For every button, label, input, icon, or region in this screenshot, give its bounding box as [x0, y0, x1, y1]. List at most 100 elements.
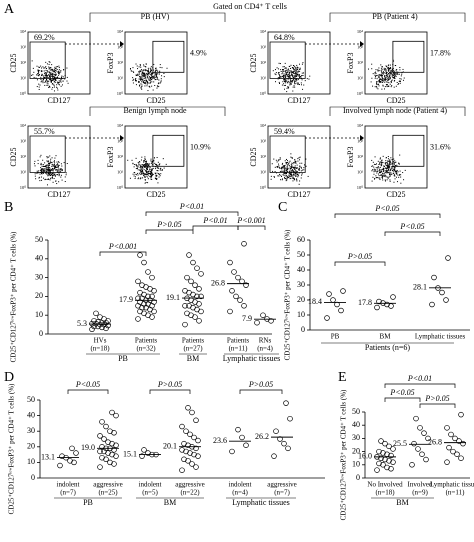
flow-event	[48, 175, 50, 177]
data-point	[145, 450, 151, 456]
flow-event	[385, 171, 387, 173]
p-value: P<0.05	[374, 204, 399, 213]
flow-event	[147, 165, 149, 167]
flow-event	[372, 169, 374, 171]
flow-event	[46, 74, 48, 76]
flow-event	[149, 80, 151, 82]
flow-event	[296, 74, 298, 76]
flow-event	[50, 162, 52, 164]
flow-event	[52, 170, 54, 172]
flow-event	[393, 169, 395, 171]
flow-event	[388, 74, 390, 76]
group-bracket	[89, 12, 226, 22]
flow-event	[389, 169, 391, 171]
flow-tick-label: 10²	[357, 154, 364, 159]
flow-event	[52, 72, 54, 74]
flow-event	[56, 161, 58, 163]
flow-event	[287, 163, 289, 165]
flow-event	[140, 86, 142, 88]
flow-event	[45, 79, 47, 81]
flow-event	[150, 171, 152, 173]
flow-event	[58, 168, 60, 170]
flow-event	[61, 165, 63, 167]
flow-event	[298, 183, 300, 185]
data-point	[196, 318, 202, 324]
flow-event	[161, 169, 163, 171]
flow-event	[50, 175, 52, 177]
x-tick-label: Involved	[408, 481, 433, 489]
flow-event	[41, 73, 43, 75]
flow-event	[286, 177, 288, 179]
mean-label: 17.9	[119, 295, 133, 304]
flow-event	[389, 75, 391, 77]
flow-event	[299, 68, 301, 70]
flow-event	[377, 173, 379, 175]
flow-event	[61, 75, 63, 77]
flow-event	[293, 162, 295, 164]
flow-event	[55, 81, 57, 83]
data-point	[421, 430, 427, 436]
flow-event	[374, 74, 376, 76]
flow-event	[292, 64, 294, 66]
flow-event	[143, 175, 145, 177]
flow-event	[61, 179, 63, 181]
flow-event	[143, 75, 145, 77]
flow-event	[151, 168, 153, 170]
flow-event	[152, 75, 154, 77]
flow-event	[380, 169, 382, 171]
flow-event	[396, 82, 398, 84]
flow-event	[57, 166, 59, 168]
flow-event	[60, 76, 62, 78]
flow-event	[395, 74, 397, 76]
flow-event	[390, 81, 392, 83]
flow-event	[302, 88, 304, 90]
flow-event	[57, 169, 59, 171]
panel-letter: E	[338, 370, 347, 385]
flow-event	[385, 162, 387, 164]
data-point	[182, 288, 188, 294]
flow-event	[389, 160, 391, 162]
flow-event	[158, 173, 160, 175]
flow-event	[140, 165, 142, 167]
x-tick-label: indolent	[229, 481, 252, 489]
flow-event	[386, 75, 388, 77]
flow-event	[145, 74, 147, 76]
data-point	[239, 278, 245, 285]
data-point	[231, 269, 237, 275]
flow-event	[66, 163, 68, 165]
flow-event	[156, 172, 158, 174]
flow-event	[140, 66, 142, 68]
group-bracket	[329, 12, 466, 22]
flow-event	[145, 173, 147, 175]
flow-event	[156, 175, 158, 177]
flow-event	[300, 177, 302, 179]
data-point	[415, 446, 421, 452]
flow-event	[291, 157, 293, 159]
flow-event	[296, 75, 298, 77]
flow-event	[144, 75, 146, 77]
flow-event	[34, 160, 36, 162]
data-point	[184, 310, 190, 317]
flow-event	[49, 74, 51, 76]
flow-event	[294, 166, 296, 168]
flow-event	[301, 79, 303, 81]
significance-bracket	[334, 261, 386, 266]
y-tick-label: 20	[352, 446, 360, 455]
flow-event	[142, 76, 144, 78]
flow-event	[53, 75, 55, 77]
flow-event	[393, 74, 395, 76]
flow-event	[57, 163, 59, 165]
flow-event	[297, 79, 299, 81]
flow-event	[45, 67, 47, 69]
flow-event	[389, 173, 391, 175]
flow-event	[47, 71, 49, 73]
flow-event	[281, 75, 283, 77]
flow-event	[379, 74, 381, 76]
data-point	[185, 405, 191, 411]
flow-event	[278, 159, 280, 161]
data-point	[141, 259, 147, 266]
flow-event	[49, 73, 51, 75]
flow-event	[53, 81, 55, 83]
flow-event	[47, 167, 49, 169]
flow-event	[289, 74, 291, 76]
